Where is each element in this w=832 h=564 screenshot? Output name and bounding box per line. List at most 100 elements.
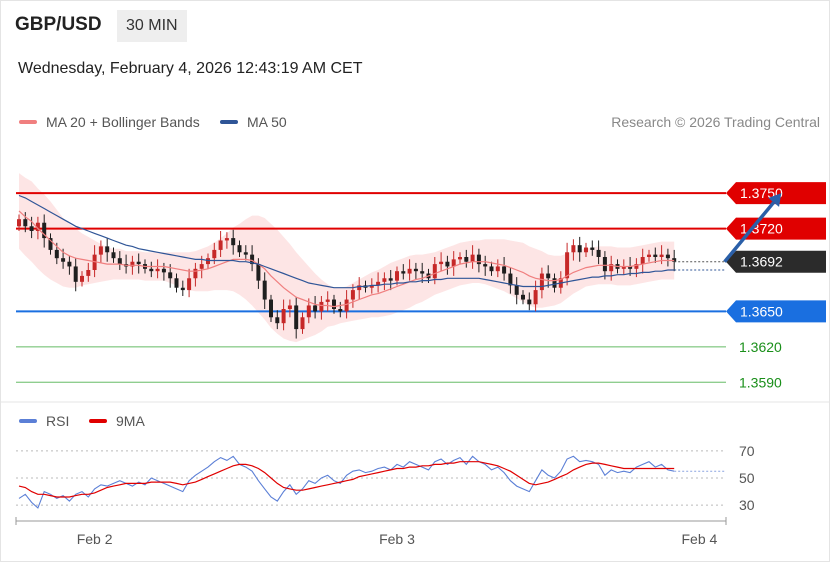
candle-body [212,249,217,259]
legend-rsi-label: RSI [46,413,70,429]
candle-body [80,275,84,282]
candle-body [420,271,425,274]
legend-ma20-label: MA 20 + Bollinger Bands [46,114,200,130]
candle-body [237,245,242,253]
candle-body [54,249,59,259]
symbol-title: GBP/USD [15,14,102,35]
rsi-tick-70: 70 [739,443,755,459]
candle-body [130,261,135,267]
candle-body [319,301,324,312]
legend-rsima-label: 9MA [116,413,145,429]
candle-body [546,273,551,279]
candle-body [67,261,72,267]
candle-body [483,264,488,267]
candle-body [464,257,469,262]
candle-body [231,238,236,246]
candle-body [382,278,387,282]
candle-body [527,299,532,305]
candle-body [602,257,607,272]
candle-body [294,305,299,330]
candle-body [180,287,185,291]
candle-body [653,254,658,257]
candle-body [256,264,261,281]
ma20-line [18,210,675,308]
level-label-1.3590: 1.3590 [739,374,782,390]
candle-body [634,264,639,269]
candle-body [168,272,173,279]
legend-ma50: MA 50 [220,114,287,130]
candle-body [325,299,330,302]
legend-ma20: MA 20 + Bollinger Bands [19,114,200,130]
candle-body [344,299,349,312]
candle-body [571,245,576,253]
candle-body [281,309,286,324]
candle-body [357,285,362,291]
candle-body [187,278,192,291]
candle-body [621,266,626,269]
candle-body [206,258,210,265]
legend-rsi-swatch [19,419,37,423]
rsi-line [18,455,675,509]
candle-body [609,264,614,272]
candle-body [439,261,444,265]
candle-body [533,290,538,305]
candle-body [369,285,374,288]
rsi-tick-50: 50 [739,470,755,486]
candle-body [388,278,393,281]
candle-body [193,268,198,279]
candle-body [155,268,160,272]
candle-body [105,246,110,253]
x-tick-Feb-4: Feb 4 [681,531,717,547]
candle-body [117,258,122,265]
candle-body [73,266,78,282]
candle-body [287,305,292,309]
x-tick-Feb-3: Feb 3 [379,531,415,547]
candle-body [161,268,166,273]
candle-body [665,254,670,259]
candle-body [86,270,91,276]
timeframe-badge[interactable]: 30 MIN [117,10,187,42]
candle-body [659,254,664,257]
datetime-label: Wednesday, February 4, 2026 12:43:19 AM … [18,60,363,77]
forecast-arrow-shaft [723,201,775,263]
legend-rsi: RSI [19,413,69,429]
candle-body [300,317,305,330]
candle-body [489,266,494,272]
candle-body [476,254,481,265]
ma50-line [18,194,675,289]
candle-body [275,317,280,324]
candle-body [350,290,355,300]
candle-body [565,252,570,279]
candle-body [98,246,103,255]
candle-body [596,249,601,257]
candle-body [111,252,116,259]
candle-body [458,257,462,260]
candle-body [23,219,28,227]
candle-body [445,261,450,267]
x-tick-Feb-2: Feb 2 [77,531,113,547]
candle-body [306,305,311,318]
candle-body [269,299,273,318]
candle-body [48,238,53,250]
candle-body [332,299,336,309]
candle-body [243,252,248,255]
candle-body [29,226,34,231]
candle-body [17,219,21,227]
legend-ma20-swatch [19,120,37,124]
legend-rsima: 9MA [89,413,145,429]
candle-body [590,247,595,250]
candle-body [149,268,154,272]
candle-body [224,238,229,241]
candle-body [584,247,588,253]
rsi-ma-line [18,461,675,498]
candle-body [35,222,40,231]
candle-body [313,305,318,312]
candle-body [376,281,381,286]
candle-body [628,266,633,269]
candle-body [338,309,343,312]
legend-ma50-swatch [220,120,238,124]
candle-body [407,268,412,274]
legend-rsima-swatch [89,419,107,423]
